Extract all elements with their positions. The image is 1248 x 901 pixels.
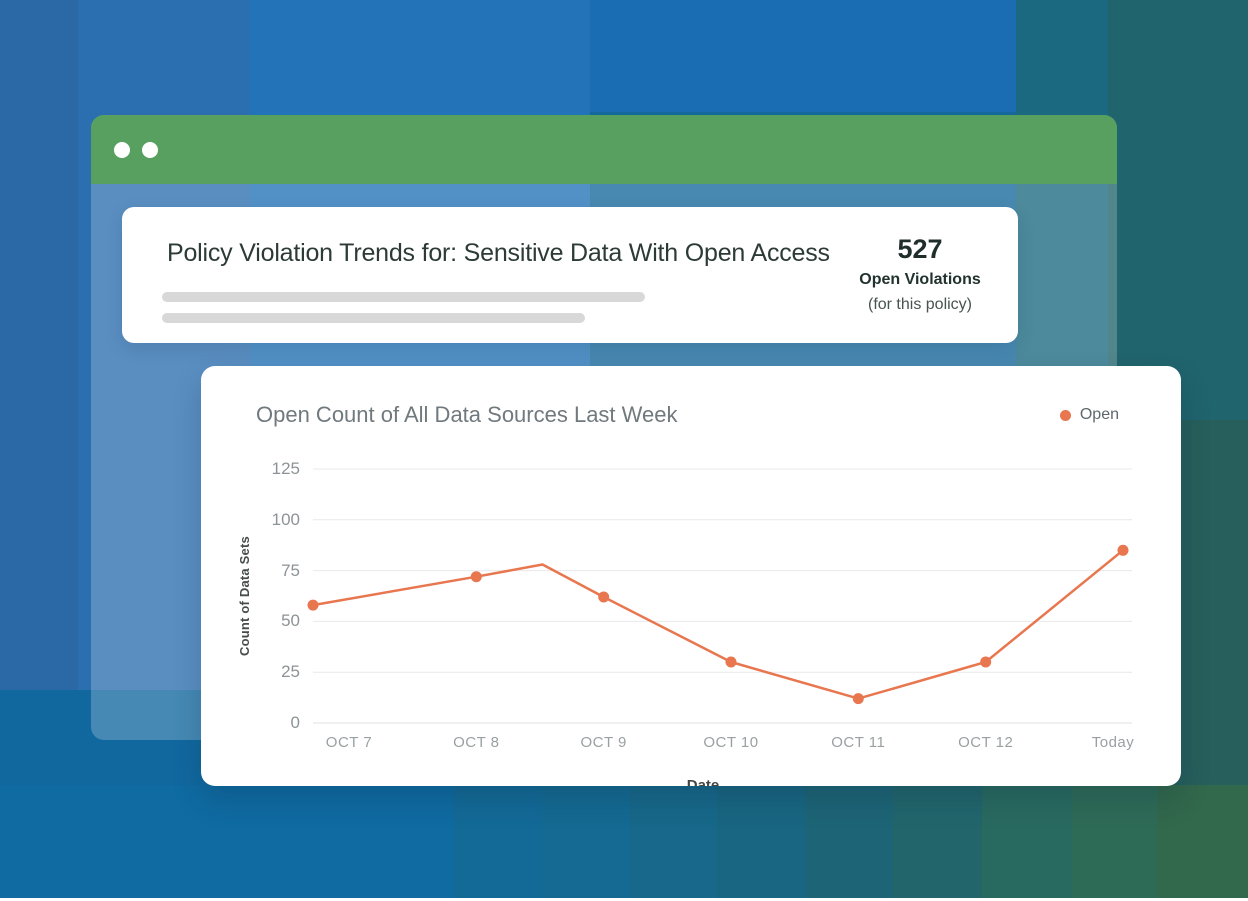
y-tick-label: 50: [281, 611, 300, 631]
policy-violation-card: Policy Violation Trends for: Sensitive D…: [122, 207, 1018, 343]
skeleton-text-bar: [162, 313, 585, 323]
data-point-marker: [725, 656, 737, 668]
background-tile: [717, 785, 805, 901]
legend-item-open[interactable]: Open: [1059, 406, 1119, 424]
window-control-dot[interactable]: [142, 142, 158, 158]
background-tile: [1157, 785, 1248, 901]
open-violations-stat: 527 Open Violations (for this policy): [840, 233, 1000, 315]
legend-dot-icon: [1059, 409, 1071, 421]
y-tick-label: 0: [290, 713, 300, 732]
window-control-dot[interactable]: [114, 142, 130, 158]
background-tile: [0, 0, 78, 690]
y-tick-label: 25: [281, 662, 300, 682]
data-point-marker: [598, 591, 610, 603]
background-tile: [1072, 785, 1157, 901]
background-tile: [805, 785, 893, 901]
stat-label: Open Violations: [859, 271, 981, 288]
background-tile: [982, 785, 1072, 901]
background-tile: [453, 785, 542, 901]
x-tick-label: OCT 7: [325, 734, 373, 751]
chart-card: Open Count of All Data Sources Last Week…: [201, 366, 1181, 786]
x-tick-label: Today: [1091, 734, 1135, 751]
skeleton-text-bar: [162, 292, 645, 302]
x-axis-label: Date: [686, 777, 720, 786]
y-tick-label: 100: [271, 509, 300, 529]
background-tile: [542, 785, 630, 901]
chart-title: Open Count of All Data Sources Last Week: [256, 402, 678, 427]
data-point-marker: [307, 599, 319, 611]
data-point-marker: [852, 693, 864, 705]
window-title-bar: [91, 115, 1117, 184]
x-tick-label: OCT 9: [580, 734, 627, 751]
background-tile: [630, 785, 717, 901]
background-tile: [590, 0, 1020, 112]
background-tile: [0, 785, 453, 901]
legend-label: Open: [1079, 406, 1119, 423]
data-point-marker: [980, 656, 992, 668]
stat-sublabel: (for this policy): [867, 296, 973, 313]
y-tick-label: 125: [271, 459, 300, 478]
data-point-marker: [470, 571, 482, 583]
x-tick-label: OCT 11: [831, 734, 886, 751]
stat-value: 527: [897, 234, 943, 264]
background-tile: [0, 898, 1248, 901]
line-series-open: [312, 549, 1124, 700]
background-tile: [1108, 0, 1248, 420]
y-tick-label: 75: [281, 560, 300, 580]
background-tile: [893, 785, 982, 901]
x-tick-label: OCT 10: [703, 734, 759, 751]
x-tick-label: OCT 8: [453, 734, 500, 751]
x-tick-label: OCT 12: [958, 734, 1014, 751]
line-chart-plot: [307, 468, 1132, 724]
policy-card-title: Policy Violation Trends for: Sensitive D…: [167, 239, 830, 267]
data-point-marker: [1117, 544, 1129, 556]
